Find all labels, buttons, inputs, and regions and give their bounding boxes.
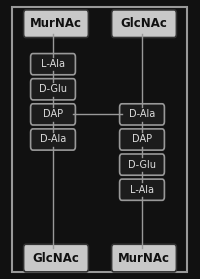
FancyBboxPatch shape: [120, 129, 164, 150]
FancyBboxPatch shape: [31, 129, 75, 150]
Text: D-Ala: D-Ala: [129, 109, 155, 119]
Text: MurNAc: MurNAc: [118, 252, 170, 264]
FancyBboxPatch shape: [31, 79, 75, 100]
FancyBboxPatch shape: [31, 104, 75, 125]
Text: L-Ala: L-Ala: [130, 185, 154, 195]
Text: MurNAc: MurNAc: [30, 17, 82, 30]
FancyBboxPatch shape: [31, 54, 75, 75]
FancyBboxPatch shape: [120, 154, 164, 175]
FancyBboxPatch shape: [112, 10, 176, 37]
Text: D-Ala: D-Ala: [40, 134, 66, 145]
FancyBboxPatch shape: [120, 179, 164, 200]
FancyBboxPatch shape: [120, 104, 164, 125]
Text: DAP: DAP: [132, 134, 152, 145]
FancyBboxPatch shape: [24, 244, 88, 272]
Text: DAP: DAP: [43, 109, 63, 119]
Text: D-Glu: D-Glu: [128, 160, 156, 170]
FancyBboxPatch shape: [24, 10, 88, 37]
Text: L-Ala: L-Ala: [41, 59, 65, 69]
Text: GlcNAc: GlcNAc: [121, 17, 167, 30]
Text: GlcNAc: GlcNAc: [33, 252, 79, 264]
FancyBboxPatch shape: [112, 244, 176, 272]
Text: D-Glu: D-Glu: [39, 84, 67, 94]
